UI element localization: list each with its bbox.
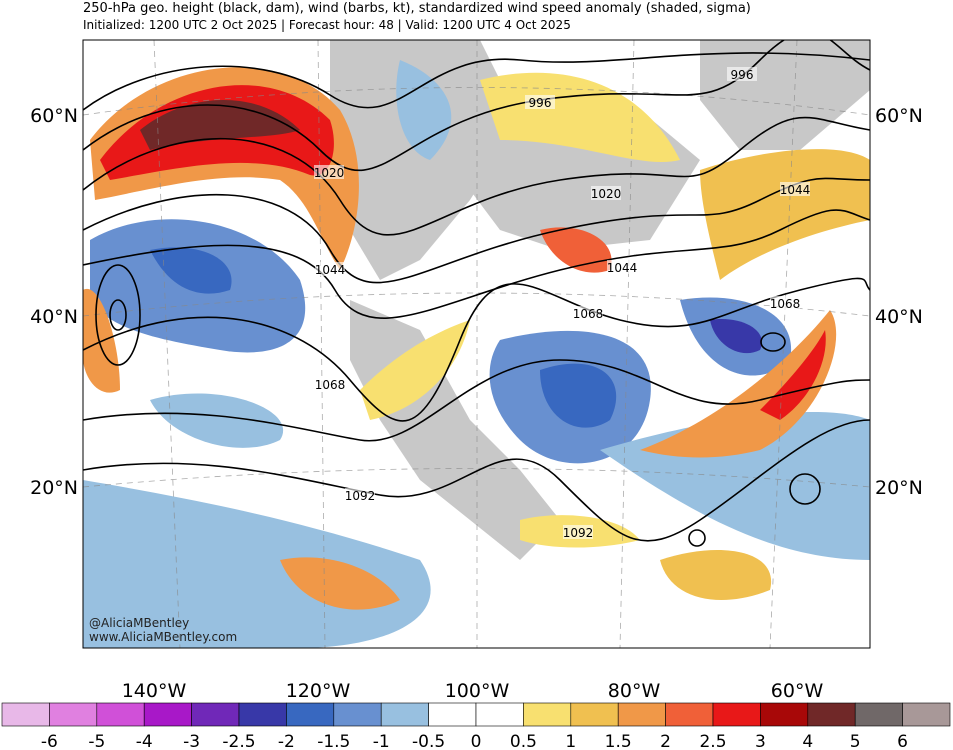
colorbar-box: [902, 702, 951, 727]
colorbar-label: -0.5: [412, 732, 445, 750]
contour-label-bg: [607, 260, 637, 274]
contour-label: 1068: [573, 307, 604, 321]
colorbar-box: [712, 702, 761, 727]
colorbar-label: 0: [471, 732, 482, 750]
colorbar-box: [570, 702, 619, 727]
lat-label: 40°N: [875, 306, 923, 328]
map-frame: [82, 39, 871, 649]
colorbar-label: 3: [755, 732, 766, 750]
contour-label-bg: [314, 165, 344, 179]
colorbar-box: [617, 702, 666, 727]
contour-label: 996: [529, 96, 552, 110]
colorbar-label: 1.5: [605, 732, 632, 750]
colorbar-label: 1: [565, 732, 576, 750]
lat-label: 20°N: [30, 477, 78, 499]
colorbar-label: -5: [88, 732, 105, 750]
lat-label: 60°N: [875, 105, 923, 127]
colorbar-label: -4: [136, 732, 153, 750]
colorbar-label: -6: [41, 732, 58, 750]
colorbar-box: [96, 702, 145, 727]
lat-label: 20°N: [875, 477, 923, 499]
colorbar-label: -2: [278, 732, 295, 750]
contour-label-bg: [345, 488, 375, 502]
colorbar-label: -3: [183, 732, 200, 750]
contour-label: 996: [731, 68, 754, 82]
colorbar-label: -1: [373, 732, 390, 750]
colorbar-box: [143, 702, 192, 727]
contour-label-bg: [563, 525, 593, 539]
contour-label-bg: [727, 67, 757, 81]
lon-label: 140°W: [122, 680, 187, 702]
contour-label: 1044: [780, 183, 811, 197]
colorbar-box: [238, 702, 287, 727]
colorbar-box: [665, 702, 714, 727]
colorbar-box: [380, 702, 429, 727]
contour-label: 1068: [770, 297, 801, 311]
colorbar-box: [760, 702, 809, 727]
colorbar-box: [1, 702, 50, 727]
contour-label-bg: [315, 377, 345, 391]
colorbar-label: -1.5: [317, 732, 350, 750]
contour-label-bg: [525, 95, 555, 109]
colorbar-box: [807, 702, 856, 727]
watermark: @AliciaMBentley: [89, 616, 189, 630]
contour-label: 1044: [607, 261, 638, 275]
title: 250-hPa geo. height (black, dam), wind (…: [83, 1, 751, 16]
lon-label: 60°W: [771, 680, 824, 702]
colorbar-label: 2.5: [699, 732, 726, 750]
watermark: www.AliciaMBentley.com: [89, 630, 237, 644]
colorbar-box: [191, 702, 240, 727]
contour-label-bg: [315, 262, 345, 276]
colorbar-box: [333, 702, 382, 727]
contour-label-bg: [770, 296, 800, 310]
colorbar-label: 0.5: [510, 732, 537, 750]
contour-label-bg: [780, 182, 810, 196]
subtitle: Initialized: 1200 UTC 2 Oct 2025 | Forec…: [83, 18, 571, 32]
lon-label: 120°W: [286, 680, 351, 702]
contour-label-bg: [591, 186, 621, 200]
lat-label: 60°N: [30, 105, 78, 127]
colorbar-label: 2: [660, 732, 671, 750]
lon-label: 80°W: [608, 680, 661, 702]
contour-label: 1020: [591, 187, 622, 201]
colorbar-label: 4: [802, 732, 813, 750]
colorbar-label: 5: [850, 732, 861, 750]
colorbar-label: -2.5: [222, 732, 255, 750]
lon-label: 100°W: [445, 680, 510, 702]
contour-label: 1044: [315, 263, 346, 277]
colorbar-box: [523, 702, 572, 727]
contour-label: 1068: [315, 378, 346, 392]
colorbar-box: [286, 702, 335, 727]
colorbar-box: [854, 702, 903, 727]
contour-label: 1092: [345, 489, 376, 503]
colorbar-box: [428, 702, 477, 727]
colorbar-box: [49, 702, 98, 727]
lat-label: 40°N: [30, 306, 78, 328]
contour-label-bg: [573, 306, 603, 320]
map: 996 996 1020 1020 1044 1044 1044 1068 1068 1068 10…: [83, 40, 870, 648]
contour-label: 1092: [563, 526, 594, 540]
colorbar-label: 6: [897, 732, 908, 750]
colorbar-box: [475, 702, 524, 727]
contour-label: 1020: [314, 166, 345, 180]
